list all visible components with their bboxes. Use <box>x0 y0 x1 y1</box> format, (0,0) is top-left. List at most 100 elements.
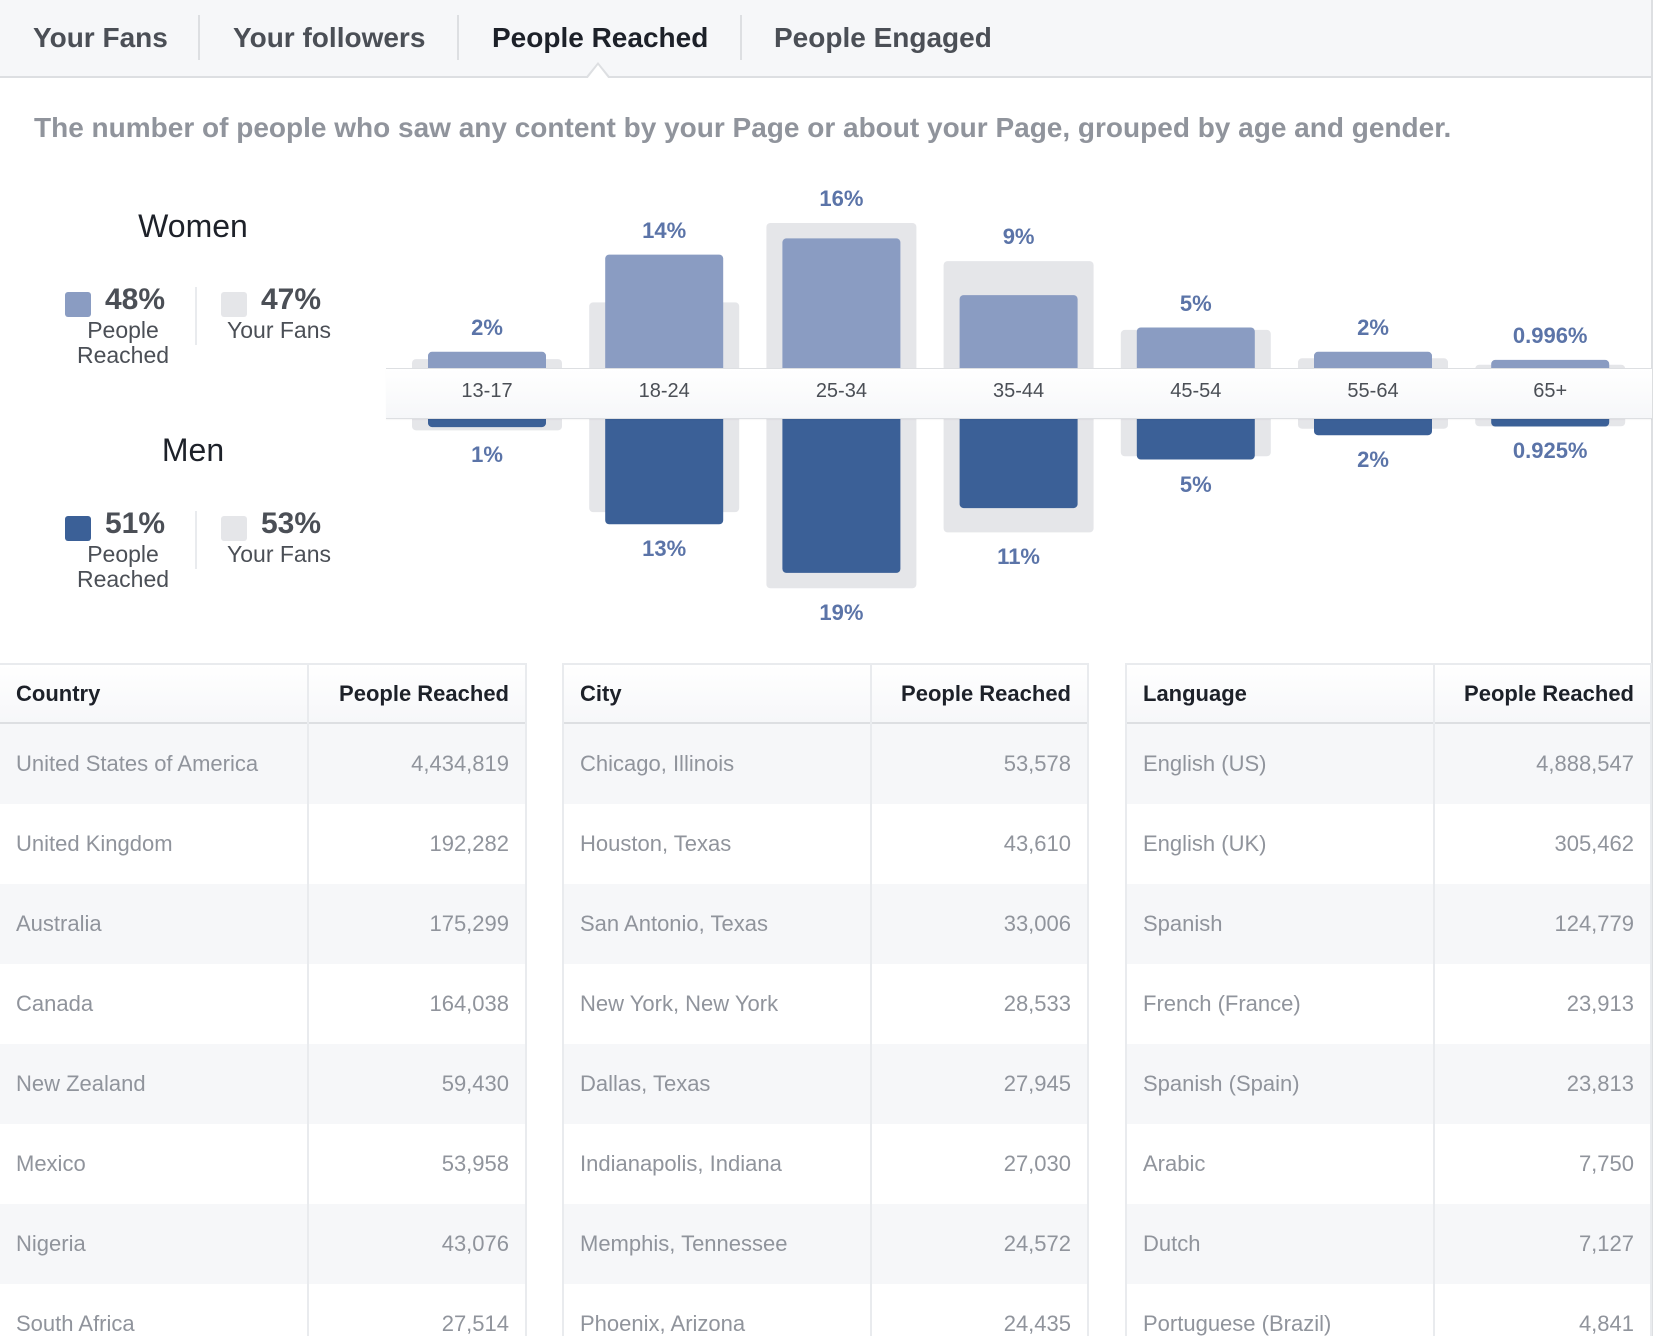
table-row: Spanish 124,779 <box>1127 884 1650 964</box>
women-fans-bar <box>1120 329 1271 378</box>
people-reached-cell: 43,076 <box>441 1231 509 1256</box>
table-row: Canada 164,038 <box>0 964 525 1044</box>
language-name-cell: French (France) <box>1143 991 1301 1016</box>
legend-divider <box>195 511 197 569</box>
tab-people-reached[interactable]: People Reached <box>492 22 709 53</box>
people-reached-column-header[interactable]: People Reached <box>901 681 1071 706</box>
men-value-label: 19% <box>819 600 864 626</box>
women-reached-bar <box>959 295 1078 378</box>
city-name-cell: Phoenix, Arizona <box>580 1311 746 1336</box>
tab-separator <box>198 15 200 60</box>
women-value-label: 2% <box>1357 314 1389 340</box>
people-reached-cell: 4,434,819 <box>411 751 509 776</box>
people-reached-cell: 124,779 <box>1554 911 1634 936</box>
people-reached-cell: 27,030 <box>1003 1151 1071 1176</box>
people-reached-cell: 59,430 <box>441 1071 509 1096</box>
people-reached-cell: 4,841 <box>1578 1311 1634 1336</box>
table-row: Memphis, Tennessee 24,572 <box>564 1204 1087 1284</box>
legend-men-title: Men <box>161 432 225 468</box>
men-value-label: 1% <box>471 442 503 468</box>
page-description: The number of people who saw any content… <box>34 112 1452 143</box>
women-value-label: 16% <box>819 186 864 211</box>
women-fans-swatch-icon <box>221 292 247 317</box>
women-fans-bar <box>1298 358 1448 378</box>
table-row: Chicago, Illinois 53,578 <box>564 724 1087 804</box>
country-name-cell: New Zealand <box>16 1071 146 1096</box>
age-tick-label: 18-24 <box>638 380 690 402</box>
women-reached-label-line2: Reached <box>76 342 170 368</box>
country-column-header[interactable]: Country <box>16 681 101 706</box>
men-reached-label: People Reached <box>63 542 183 592</box>
city-name-cell: San Antonio, Texas <box>580 911 768 936</box>
language-column-header[interactable]: Language <box>1143 681 1247 706</box>
city-column-header[interactable]: City <box>580 681 622 706</box>
people-reached-cell: 24,435 <box>1003 1311 1071 1336</box>
age-tick-label: 65+ <box>1533 380 1568 402</box>
men-fans-label: Your Fans <box>227 541 331 567</box>
legend-divider <box>195 287 197 345</box>
table-row: San Antonio, Texas 33,006 <box>564 884 1087 964</box>
men-reached-bar <box>782 409 901 573</box>
people-reached-column-header[interactable]: People Reached <box>1464 681 1634 706</box>
tab-your-fans[interactable]: Your Fans <box>33 22 168 53</box>
table-row: Mexico 53,958 <box>0 1124 525 1204</box>
country-name-cell: United States of America <box>16 751 259 776</box>
men-value-label: 2% <box>1357 447 1389 473</box>
country-name-cell: Nigeria <box>16 1231 86 1256</box>
table-row: United Kingdom 192,282 <box>0 804 525 884</box>
language-name-cell: Spanish (Spain) <box>1143 1071 1300 1096</box>
column-divider <box>870 665 872 1336</box>
women-fans-pct: 47% <box>261 283 322 316</box>
age-axis-band <box>386 368 1652 419</box>
country-table: Country People Reached United States of Am… <box>0 663 527 1336</box>
men-fans-swatch-icon <box>221 516 247 541</box>
country-name-cell: United Kingdom <box>16 831 173 856</box>
men-value-label: 13% <box>642 536 687 562</box>
country-name-cell: Australia <box>16 911 102 936</box>
age-tick-label: 35-44 <box>993 380 1045 402</box>
tab-separator <box>740 15 742 60</box>
active-tab-caret-icon <box>585 62 611 79</box>
city-name-cell: Indianapolis, Indiana <box>580 1151 782 1176</box>
people-reached-cell: 33,006 <box>1003 911 1071 936</box>
table-row: New Zealand 59,430 <box>0 1044 525 1124</box>
women-value-label: 14% <box>642 217 687 243</box>
table-row: Indianapolis, Indiana 27,030 <box>564 1124 1087 1204</box>
women-fans-bar <box>412 359 562 378</box>
people-reached-cell: 175,299 <box>429 911 509 936</box>
table-body: English (US) 4,888,547 English (UK) 305,462… <box>1127 724 1650 1336</box>
men-fans-bar <box>766 409 917 589</box>
city-name-cell: New York, New York <box>580 991 779 1016</box>
page-border <box>1651 0 1653 1336</box>
people-reached-cell: 23,913 <box>1566 991 1634 1016</box>
table-row: Houston, Texas 43,610 <box>564 804 1087 884</box>
column-divider <box>1433 665 1435 1336</box>
men-reached-label-line2: Reached <box>76 566 170 592</box>
women-fans-bar <box>766 223 917 378</box>
women-reached-bar <box>428 351 546 378</box>
age-tick-label: 13-17 <box>461 380 513 402</box>
people-reached-cell: 53,958 <box>441 1151 509 1176</box>
men-fans-bar <box>412 409 562 431</box>
age-tick-label: 25-34 <box>815 380 867 402</box>
language-name-cell: Arabic <box>1143 1151 1206 1176</box>
legend-women-title: Women <box>138 208 248 244</box>
table-header: Language People Reached <box>1127 665 1650 724</box>
table-row: Portuguese (Brazil) 4,841 <box>1127 1284 1650 1336</box>
people-reached-column-header[interactable]: People Reached <box>339 681 509 706</box>
men-reached-bar <box>1314 409 1432 436</box>
column-divider <box>307 665 309 1336</box>
table-row: Phoenix, Arizona 24,435 <box>564 1284 1087 1336</box>
tab-people-engaged[interactable]: People Engaged <box>774 22 992 53</box>
table-row: Dutch 7,127 <box>1127 1204 1650 1284</box>
people-reached-cell: 53,578 <box>1003 751 1071 776</box>
table-body: Chicago, Illinois 53,578 Houston, Texas 43,… <box>564 724 1087 1336</box>
table-row: New York, New York 28,533 <box>564 964 1087 1044</box>
people-reached-cell: 24,572 <box>1003 1231 1071 1256</box>
country-name-cell: Canada <box>16 991 94 1016</box>
people-reached-cell: 28,533 <box>1003 991 1071 1016</box>
men-reached-bar <box>428 409 546 428</box>
men-fans-bar <box>943 409 1094 533</box>
table-row: English (UK) 305,462 <box>1127 804 1650 884</box>
tab-your-followers[interactable]: Your followers <box>233 22 426 53</box>
